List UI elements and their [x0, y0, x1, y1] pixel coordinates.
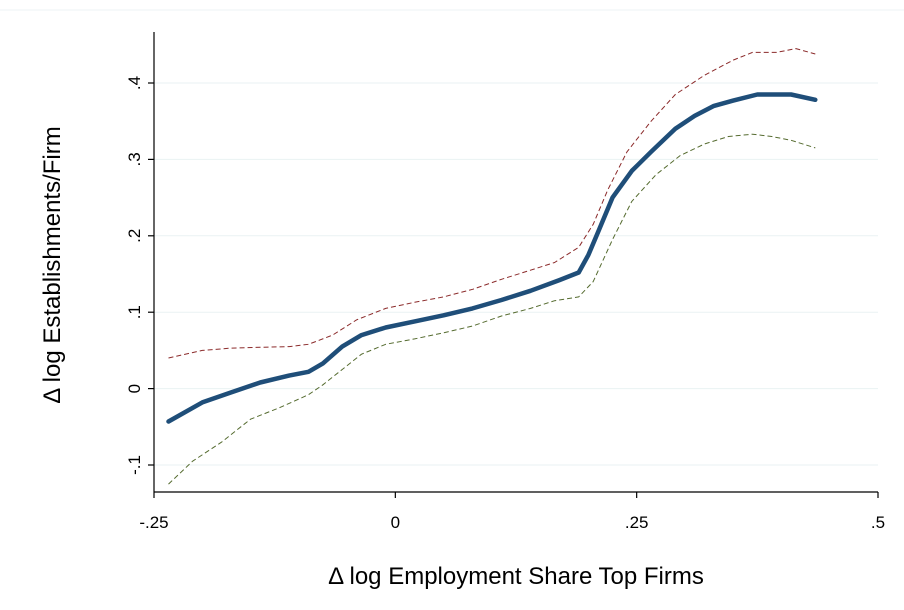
x-tick-label-3: .5	[871, 513, 885, 532]
x-axis-label: Δ log Employment Share Top Firms	[328, 563, 704, 590]
series-line-estimate	[166, 92, 818, 424]
y-tick-label-4: .3	[125, 152, 144, 166]
series-lines	[166, 48, 818, 485]
y-tick-label-3: .2	[125, 229, 144, 243]
y-tick-label-5: .4	[125, 76, 144, 90]
y-tick-label-1: 0	[125, 384, 144, 393]
x-tick-label-1: 0	[391, 513, 400, 532]
y-tick-label-2: .1	[125, 305, 144, 319]
series-line-lower-band	[168, 133, 816, 485]
y-tick-label-0: -.1	[125, 455, 144, 475]
series-line-upper-band	[168, 48, 816, 359]
x-tick-label-2: .25	[625, 513, 649, 532]
tick-labels: -.1 0 .1 .2 .3 .4 -.25 0 .25 .5	[125, 76, 885, 532]
axes	[0, 9, 904, 498]
gridlines	[154, 82, 878, 466]
y-axis-label: Δ log Establishments/Firm	[39, 126, 66, 403]
x-tick-label-0: -.25	[139, 513, 168, 532]
